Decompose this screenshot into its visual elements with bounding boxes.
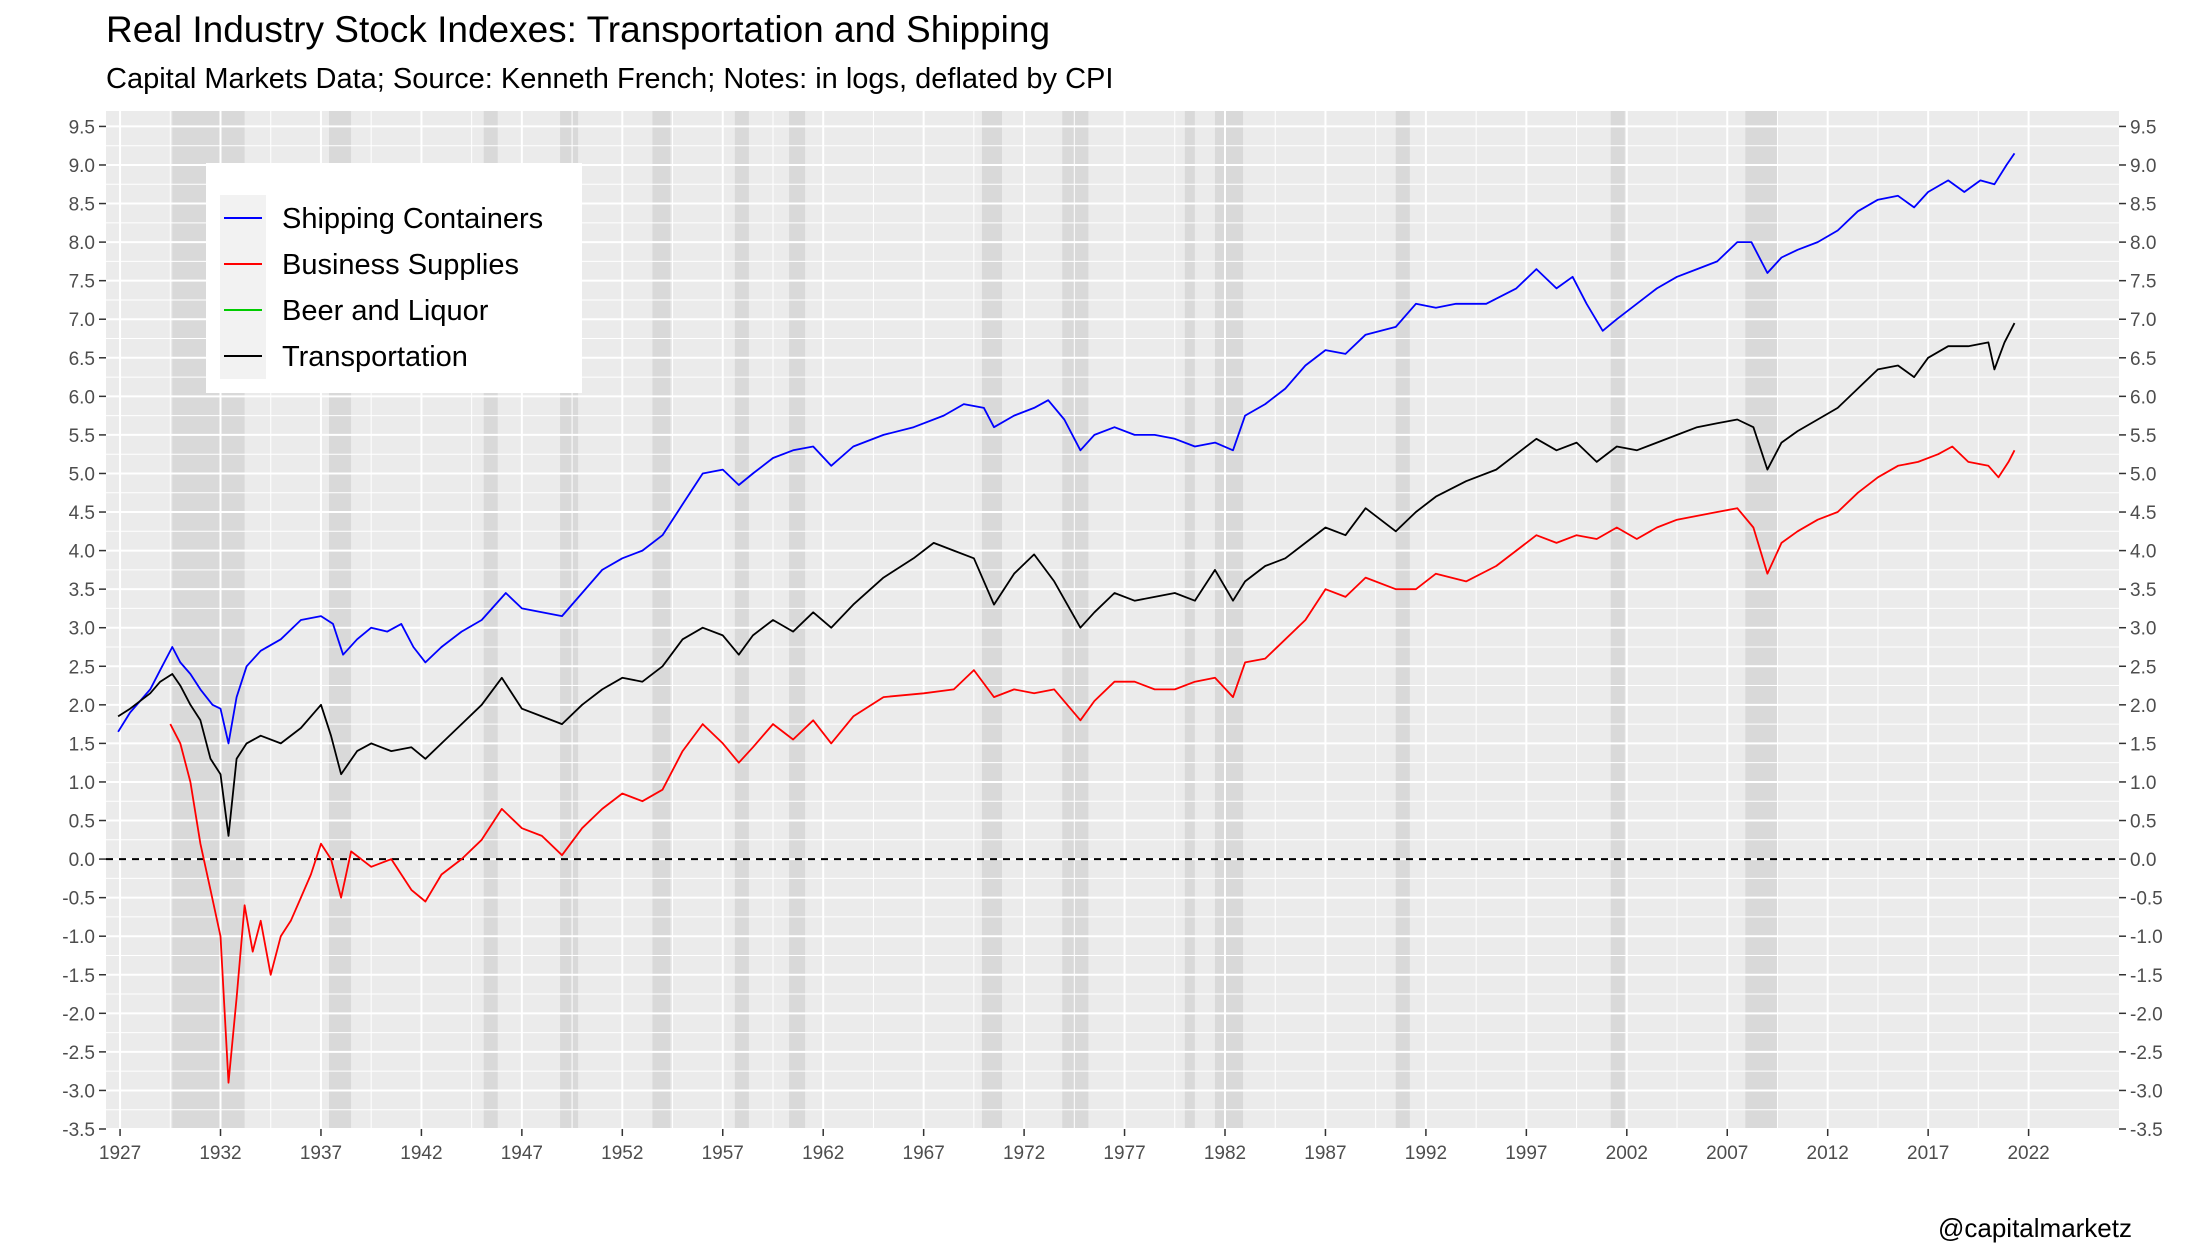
y-tick-label-left: 2.5: [69, 657, 95, 678]
x-tick-label: 1997: [1505, 1143, 1547, 1164]
chart-caption: @capitalmarketz: [1937, 1213, 2132, 1243]
x-tick-label: 1927: [99, 1143, 141, 1164]
x-tick-label: 2007: [1706, 1143, 1748, 1164]
y-tick-label-right: 2.0: [2130, 696, 2156, 717]
recession-band: [1184, 111, 1195, 1129]
recession-band: [981, 111, 1003, 1129]
y-tick-label-right: -0.5: [2130, 889, 2163, 910]
y-tick-label-right: 5.5: [2130, 426, 2156, 447]
legend: Shipping Containers Business Supplies Beer…: [206, 163, 582, 393]
x-tick-label: 1952: [601, 1143, 643, 1164]
y-tick-label-left: 3.5: [69, 580, 95, 601]
y-tick-label-right: 6.5: [2130, 349, 2156, 370]
y-tick-label-right: 1.5: [2130, 734, 2156, 755]
recession-band: [734, 111, 749, 1129]
x-tick-label: 1987: [1304, 1143, 1346, 1164]
y-tick-label-left: 6.5: [69, 349, 95, 370]
y-tick-label-left: 9.0: [69, 156, 95, 177]
x-tick-label: 2017: [1907, 1143, 1949, 1164]
y-tick-label-right: 8.0: [2130, 233, 2156, 254]
x-tick-label: 2012: [1807, 1143, 1849, 1164]
y-tick-label-right: 1.0: [2130, 773, 2156, 794]
legend-label: Transportation: [282, 341, 468, 373]
x-tick-label: 1972: [1003, 1143, 1045, 1164]
legend-label: Shipping Containers: [282, 203, 543, 235]
y-tick-label-right: 0.0: [2130, 850, 2156, 871]
x-tick-label: 2002: [1606, 1143, 1648, 1164]
series-line-transportation: [117, 322, 2016, 837]
y-tick-label-right: 7.5: [2130, 272, 2156, 293]
y-tick-label-right: -1.5: [2130, 966, 2163, 987]
y-tick-label-right: 4.5: [2130, 503, 2156, 524]
y-tick-label-right: 3.0: [2130, 619, 2156, 640]
y-tick-label-right: 8.5: [2130, 195, 2156, 216]
y-tick-label-left: 3.0: [69, 619, 95, 640]
recession-band: [1745, 111, 1778, 1129]
y-tick-label-right: 7.0: [2130, 310, 2156, 331]
series-line-business-supplies: [169, 445, 2016, 1084]
y-tick-label-left: 7.0: [69, 310, 95, 331]
chart-title: Real Industry Stock Indexes: Transportat…: [106, 9, 1051, 50]
y-tick-label-right: -2.0: [2130, 1004, 2163, 1025]
y-tick-label-left: -3.0: [62, 1081, 95, 1102]
y-tick-label-left: 5.0: [69, 464, 95, 485]
x-tick-label: 1947: [501, 1143, 543, 1164]
y-tick-label-left: -1.0: [62, 927, 95, 948]
y-tick-label-right: -3.0: [2130, 1081, 2163, 1102]
x-tick-label: 1942: [400, 1143, 442, 1164]
axes-layer: 1927 1932 1937 1942 1947 1952 1957 1962 1967 1972…: [62, 117, 2163, 1164]
y-tick-label-left: 0.5: [69, 812, 95, 833]
y-tick-label-left: 4.0: [69, 542, 95, 563]
y-tick-label-left: 8.0: [69, 233, 95, 254]
y-tick-label-left: 4.5: [69, 503, 95, 524]
y-tick-label-left: 6.0: [69, 387, 95, 408]
y-tick-label-left: 0.0: [69, 850, 95, 871]
legend-label: Business Supplies: [282, 249, 519, 281]
y-tick-label-left: -1.5: [62, 966, 95, 987]
y-tick-label-right: 0.5: [2130, 812, 2156, 833]
y-tick-label-left: 2.0: [69, 696, 95, 717]
x-tick-label: 1962: [802, 1143, 844, 1164]
y-tick-label-right: 9.5: [2130, 117, 2156, 138]
series-layer: [117, 152, 2016, 1084]
y-tick-label-right: -2.5: [2130, 1043, 2163, 1064]
x-tick-label: 1982: [1204, 1143, 1246, 1164]
y-tick-label-right: -3.5: [2130, 1120, 2163, 1141]
chart-subtitle: Capital Markets Data; Source: Kenneth Fr…: [106, 63, 1114, 95]
y-tick-label-left: -3.5: [62, 1120, 95, 1141]
y-tick-label-left: 1.5: [69, 734, 95, 755]
legend-label: Beer and Liquor: [282, 295, 489, 327]
y-tick-label-left: 9.5: [69, 117, 95, 138]
recession-band: [1610, 111, 1625, 1129]
series-line-shipping-containers: [117, 152, 2016, 745]
recession-band: [789, 111, 806, 1129]
recession-band: [1395, 111, 1410, 1129]
recession-band: [1214, 111, 1244, 1129]
y-tick-label-right: 4.0: [2130, 542, 2156, 563]
x-tick-label: 1932: [199, 1143, 241, 1164]
x-tick-label: 1967: [903, 1143, 945, 1164]
y-tick-label-left: 7.5: [69, 272, 95, 293]
y-tick-label-left: 8.5: [69, 195, 95, 216]
y-tick-label-left: 5.5: [69, 426, 95, 447]
y-tick-label-left: -0.5: [62, 889, 95, 910]
y-tick-label-left: 1.0: [69, 773, 95, 794]
x-tick-label: 1937: [300, 1143, 342, 1164]
x-tick-label: 2022: [2007, 1143, 2049, 1164]
y-tick-label-left: -2.0: [62, 1004, 95, 1025]
y-tick-label-right: 5.0: [2130, 464, 2156, 485]
y-tick-label-right: 3.5: [2130, 580, 2156, 601]
recession-band: [652, 111, 671, 1129]
x-tick-label: 1957: [702, 1143, 744, 1164]
y-tick-label-right: -1.0: [2130, 927, 2163, 948]
y-tick-label-right: 2.5: [2130, 657, 2156, 678]
y-tick-label-left: -2.5: [62, 1043, 95, 1064]
y-tick-label-right: 6.0: [2130, 387, 2156, 408]
y-tick-label-right: 9.0: [2130, 156, 2156, 177]
legend-box: [206, 163, 582, 393]
x-tick-label: 1977: [1103, 1143, 1145, 1164]
x-tick-label: 1992: [1405, 1143, 1447, 1164]
